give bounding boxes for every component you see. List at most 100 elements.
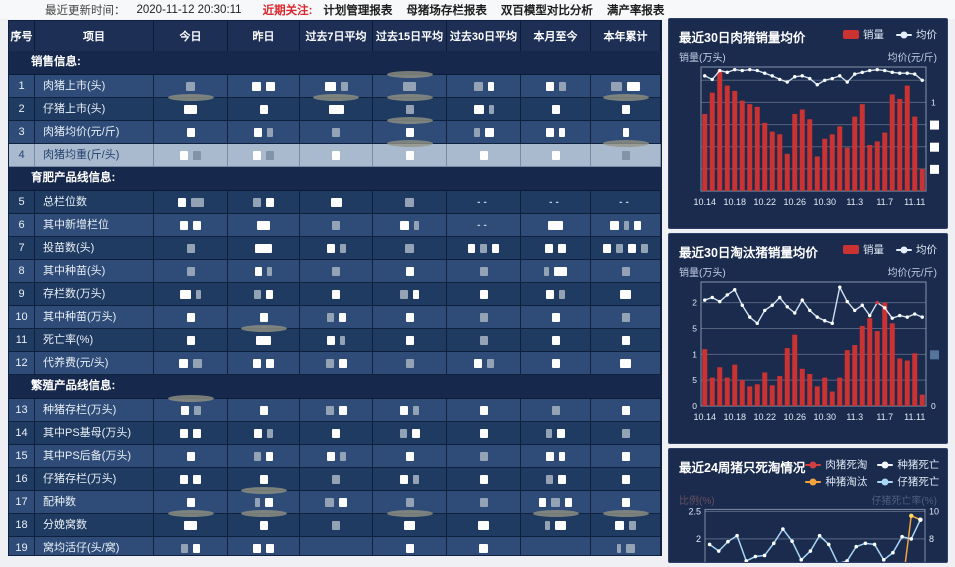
row-number: 3 <box>9 121 35 144</box>
header-cell: 过去15日平均 <box>373 21 447 51</box>
redaction-block <box>545 243 553 253</box>
legend-item[interactable]: 销量 <box>843 27 884 42</box>
table-row[interactable]: 2 仔猪上市(头) <box>9 94 661 121</box>
focus-label: 近期关注: <box>262 4 313 17</box>
table-row[interactable]: 8 其中种苗(头) <box>9 260 661 283</box>
redaction-block <box>193 150 201 160</box>
row-number: 18 <box>9 514 35 537</box>
data-cell-redacted <box>373 445 447 468</box>
table-row[interactable]: 7 投苗数(头) <box>9 237 661 260</box>
table-row[interactable]: 11 死亡率(%) <box>9 325 661 352</box>
redaction-block <box>621 266 630 276</box>
svg-text:10.18: 10.18 <box>723 197 746 207</box>
redaction-block <box>625 543 635 553</box>
legend-item[interactable]: 种猪淘汰 <box>805 474 867 489</box>
legend-dotline-icon <box>896 33 912 36</box>
row-label: 死亡率(%) <box>35 329 154 352</box>
redaction-block <box>621 335 630 345</box>
legend-item[interactable]: 均价 <box>896 27 937 42</box>
redaction-block <box>621 428 630 438</box>
table-row[interactable]: 15 其中PS后备(万头) <box>9 445 661 468</box>
redaction-block <box>325 497 334 507</box>
data-cell-redacted <box>154 422 228 445</box>
data-cell-redacted <box>373 94 447 121</box>
redaction-block <box>551 358 560 368</box>
data-cell-redacted <box>591 140 661 167</box>
data-cell-redacted <box>373 260 447 283</box>
legend-label: 均价 <box>916 29 937 41</box>
header-cell: 昨日 <box>228 21 300 51</box>
data-cell-redacted <box>591 94 661 121</box>
data-cell-redacted <box>447 422 521 445</box>
row-label: 总栏位数 <box>35 191 154 214</box>
table-row[interactable]: 10 其中种苗(万头) <box>9 306 661 329</box>
redaction-block <box>627 81 640 91</box>
chart-legend: 销量 均价 <box>843 242 937 257</box>
table-row[interactable]: 18 分娩窝数 <box>9 510 661 537</box>
chart-title: 最近30日肉猪销量均价 <box>679 31 806 45</box>
redaction-block <box>267 266 272 276</box>
row-number: 2 <box>9 98 35 121</box>
header-cell: 序号 <box>9 21 35 51</box>
legend-item[interactable]: 均价 <box>896 242 937 257</box>
table-row[interactable]: 3 肉猪均价(元/斤) <box>9 117 661 144</box>
table-row[interactable]: 17 配种数 <box>9 487 661 514</box>
topbar-link[interactable]: 满产率报表 <box>606 4 665 17</box>
section-row: 繁殖产品线信息: <box>9 375 661 399</box>
data-cell-redacted <box>154 144 228 167</box>
redaction-block <box>473 358 482 368</box>
redaction-block <box>473 127 480 137</box>
row-number: 17 <box>9 491 35 514</box>
table-row[interactable]: 19 窝均活仔(头/窝) <box>9 537 661 555</box>
topbar-link[interactable]: 母猪场存栏报表 <box>406 4 487 17</box>
redaction-block <box>479 428 488 438</box>
table-row[interactable]: 5 总栏位数 -- -- -- <box>9 191 661 214</box>
data-cell-redacted: -- <box>521 191 591 214</box>
redaction-block <box>332 127 340 137</box>
section-row: 销售信息: <box>9 51 661 75</box>
table-row[interactable]: 13 种猪存栏(万头) <box>9 395 661 422</box>
svg-text:0: 0 <box>931 401 936 411</box>
data-cell-redacted <box>154 283 228 306</box>
redaction-block <box>621 150 630 160</box>
table-row[interactable]: 1 肉猪上市(头) <box>9 71 661 98</box>
table-row[interactable]: 9 存栏数(万头) <box>9 283 661 306</box>
topbar-link[interactable]: 计划管理报表 <box>323 4 393 17</box>
redaction-block <box>413 405 419 415</box>
topbar-link[interactable]: 双百模型对比分析 <box>500 4 593 17</box>
redaction-block <box>414 220 419 230</box>
legend-item[interactable]: 种猪死亡 <box>877 457 939 472</box>
chart-card-cull-sales: 最近30日淘汰猪销量均价 销量 均价 销量(万头) 均价(元/斤) 10.14 10… <box>668 233 948 444</box>
table-row[interactable]: 6 其中新增栏位 -- <box>9 214 661 237</box>
redaction-block <box>480 243 487 253</box>
y-axis-label-left: 销量(万头) <box>679 53 726 64</box>
y-axis-label-left: 销量(万头) <box>679 268 726 279</box>
data-cell-redacted <box>228 121 300 144</box>
data-cell-redacted <box>373 283 447 306</box>
legend-item[interactable]: 销量 <box>843 242 884 257</box>
data-cell-redacted <box>521 491 591 514</box>
table-row[interactable]: 12 代养费(元/头) <box>9 352 661 375</box>
redaction-block <box>180 150 188 160</box>
data-cell-redacted <box>521 329 591 352</box>
redaction-block <box>186 127 195 137</box>
table-row[interactable]: 4 肉猪均重(斤/头) <box>9 140 661 167</box>
redaction-block <box>186 335 195 345</box>
table-row[interactable]: 14 其中PS基母(万头) <box>9 422 661 445</box>
redaction-block <box>492 243 499 253</box>
redaction-block <box>557 428 565 438</box>
legend-item[interactable]: 肉猪死淘 <box>805 457 867 472</box>
table-row[interactable]: 16 仔猪存栏(万头) <box>9 468 661 491</box>
y-axis-label-right: 均价(元/斤) <box>887 53 937 64</box>
legend-item[interactable]: 仔猪死亡 <box>877 474 939 489</box>
redaction-block <box>253 543 261 553</box>
data-cell-redacted <box>154 306 228 329</box>
redaction-block <box>400 474 408 484</box>
row-number: 11 <box>9 329 35 352</box>
redaction-block <box>405 266 414 276</box>
redaction-block <box>468 243 475 253</box>
row-label: 投苗数(头) <box>35 237 154 260</box>
redaction-block <box>405 451 414 461</box>
redaction-block <box>186 451 195 461</box>
data-cell-redacted <box>591 537 661 555</box>
